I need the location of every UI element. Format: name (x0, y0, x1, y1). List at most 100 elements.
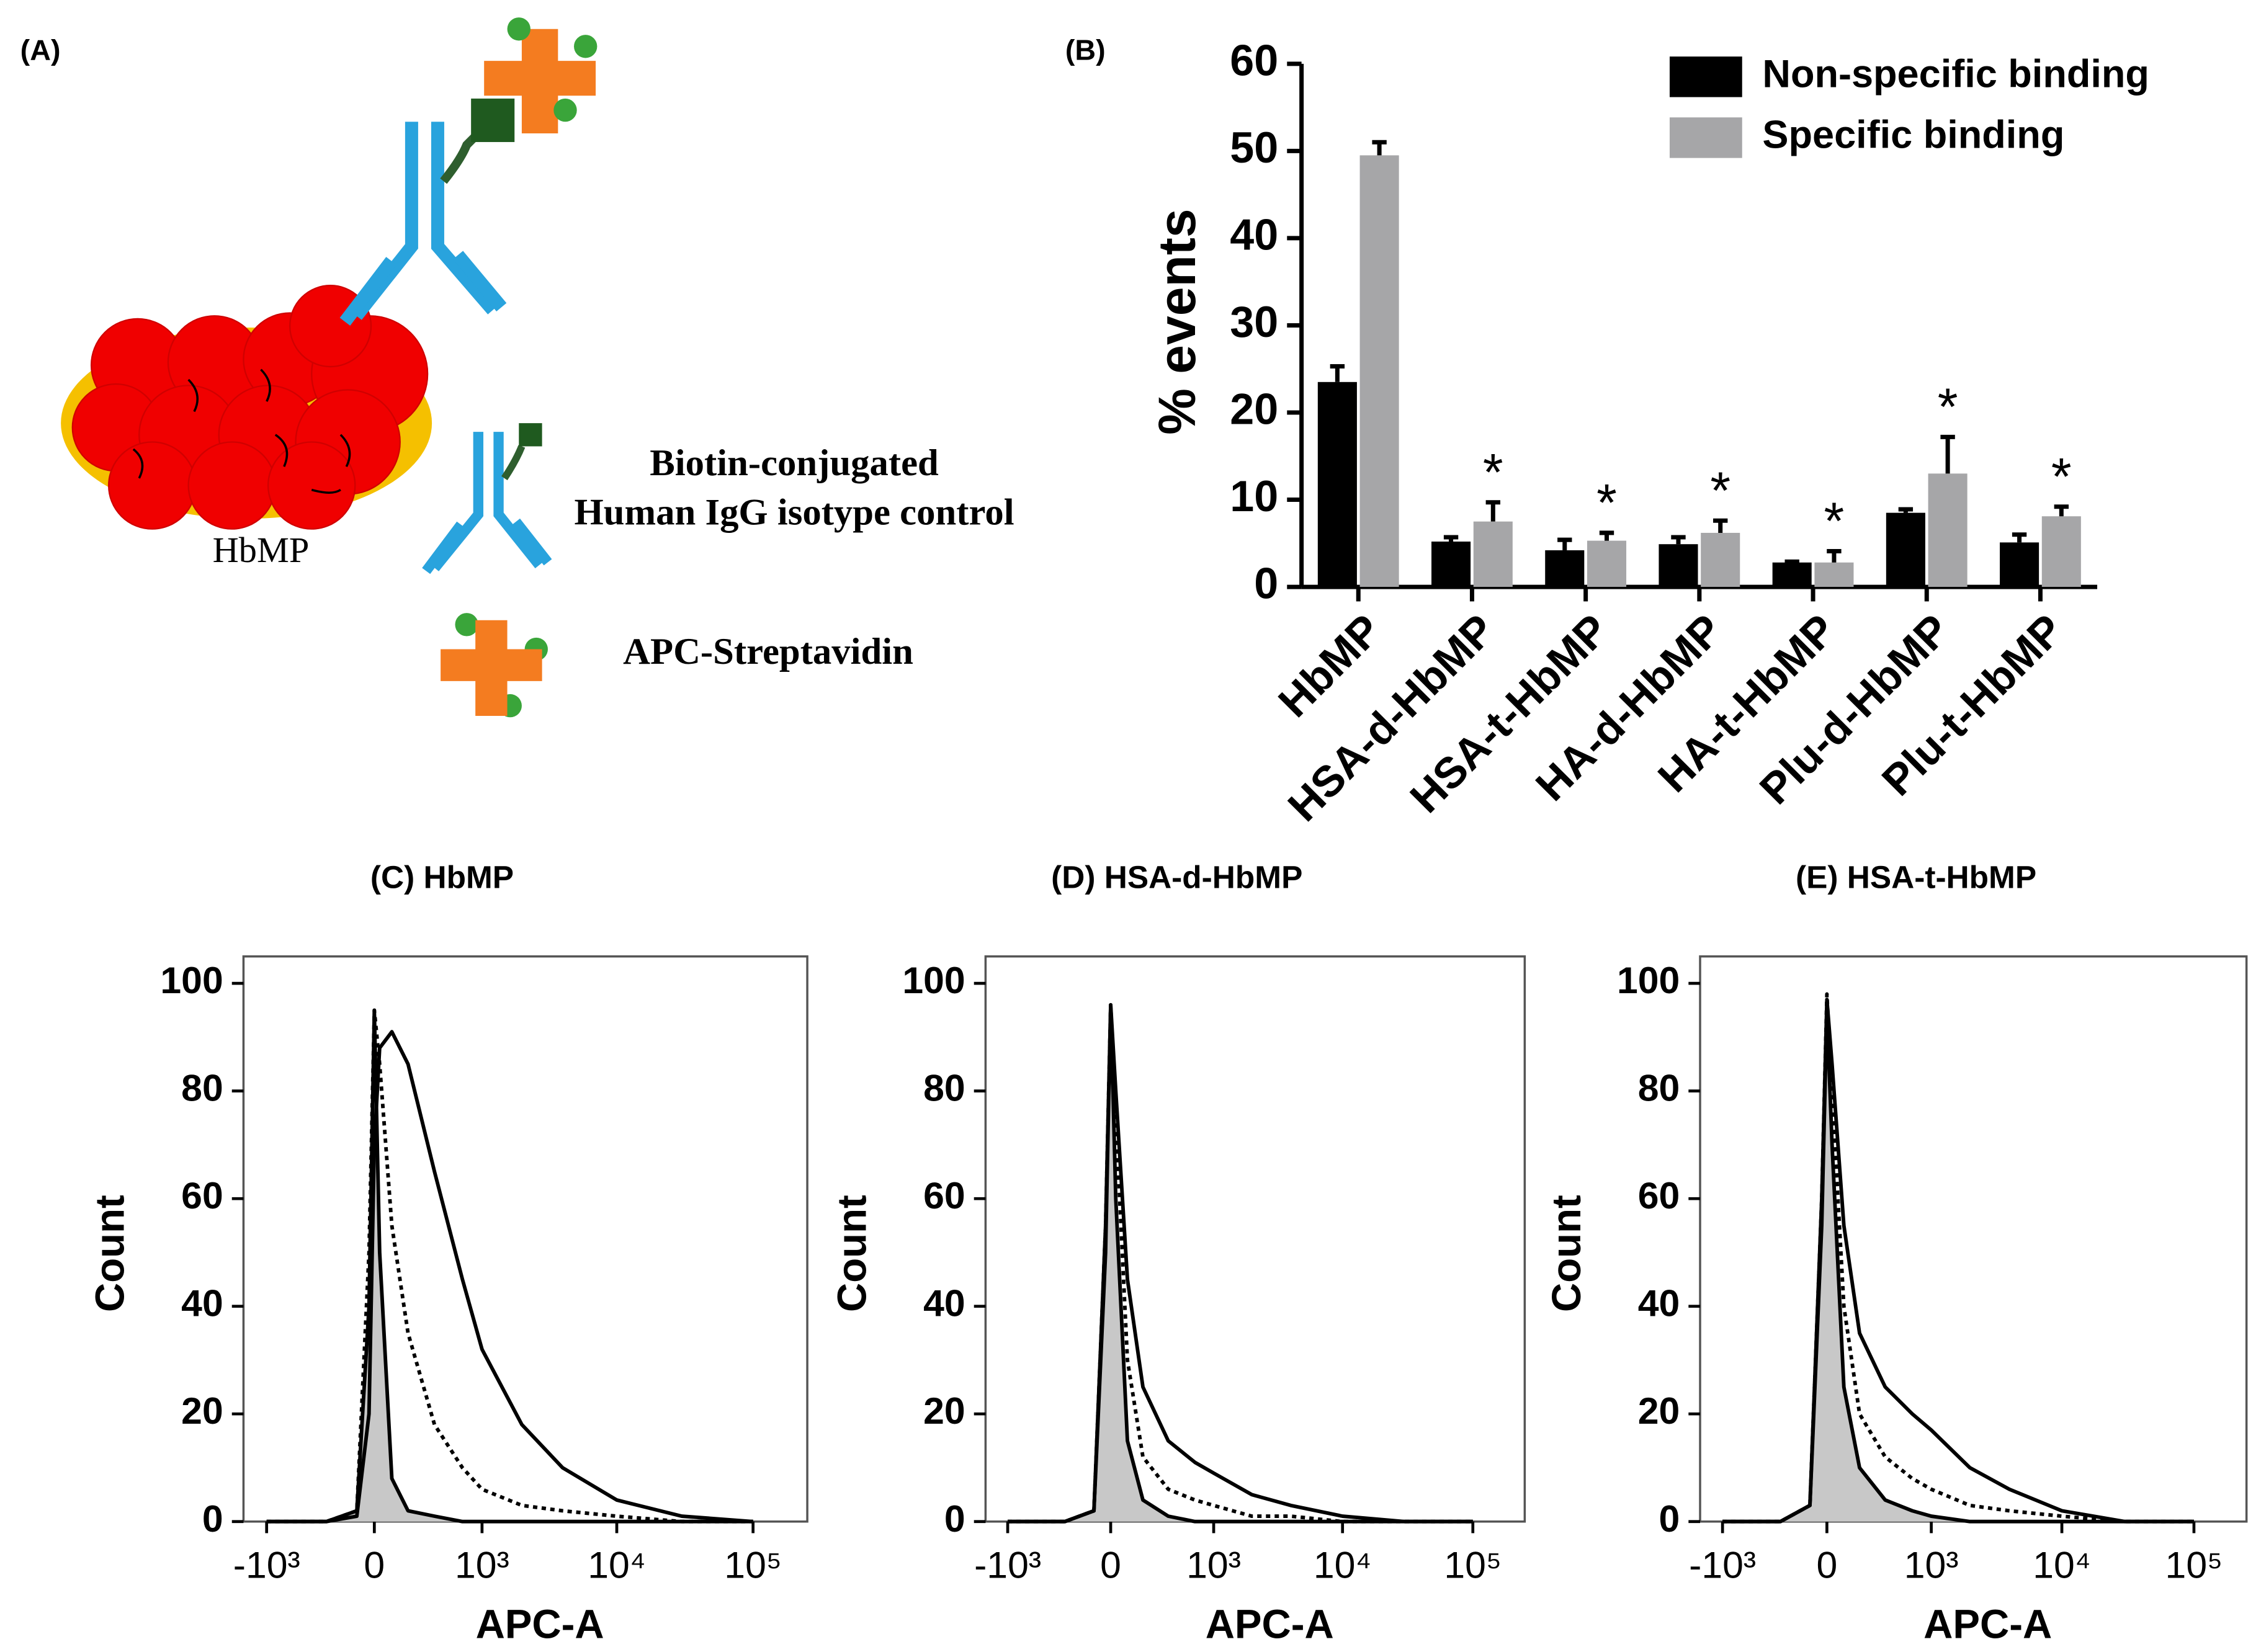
x-tick-label: 10³ (1904, 1544, 1959, 1586)
bar (1587, 540, 1627, 587)
bar (1545, 550, 1585, 587)
antibody (339, 122, 507, 326)
bar (2041, 516, 2081, 587)
particle-cells (71, 285, 429, 530)
panel-title: (E) HSA-t-HbMP (1796, 859, 2036, 895)
y-tick-label: 80 (923, 1067, 965, 1109)
x-tick-label: -10³ (233, 1544, 300, 1586)
diagram: (A) HbMP Biotin-conjuga (20, 17, 1014, 718)
particle-label: HbMP (213, 530, 310, 570)
x-axis-label: APC-A (1923, 1602, 2052, 1647)
bar (1814, 562, 1854, 587)
y-tick-label: 10 (1230, 472, 1278, 520)
y-tick-label: 40 (923, 1282, 965, 1324)
y-axis-label: % events (1148, 208, 1206, 435)
y-axis-label: Count (829, 1195, 874, 1312)
x-tick-label: 10⁵ (724, 1544, 782, 1586)
significance: * (2051, 447, 2072, 506)
bar (1772, 562, 1812, 587)
x-tick-label: -10³ (974, 1544, 1041, 1586)
x-tick-label: 0 (1816, 1544, 1837, 1586)
y-tick-label: 20 (923, 1390, 965, 1432)
significance: * (1596, 473, 1617, 532)
x-axis-label: APC-A (476, 1602, 604, 1647)
error-bar (1372, 140, 1387, 156)
y-tick-label: 30 (1230, 298, 1278, 346)
error-bar (1599, 530, 1614, 541)
isotype-biotin (519, 423, 542, 447)
x-tick-label: 10³ (455, 1544, 509, 1586)
y-tick-label: 40 (1230, 210, 1278, 259)
y-tick-label: 100 (1617, 959, 1680, 1001)
histogram-line (266, 1008, 753, 1524)
bar (1928, 473, 1968, 587)
bar (1701, 532, 1740, 587)
streptavidin-key (441, 620, 542, 716)
cell-marks (132, 368, 351, 494)
y-tick-label: 0 (1659, 1498, 1680, 1540)
legend-swatch (1669, 117, 1742, 158)
error-bar (1557, 537, 1572, 551)
x-tick-label: 10³ (1186, 1544, 1241, 1586)
error-bar (1671, 535, 1686, 545)
x-tick-label: 10⁵ (2165, 1544, 2223, 1586)
x-tick-label: -10³ (1689, 1544, 1756, 1586)
legend-label: Non-specific binding (1762, 52, 2149, 96)
y-tick-label: 40 (1638, 1282, 1680, 1324)
bar (1431, 541, 1471, 587)
error-bar (1784, 559, 1799, 564)
y-tick-label: 50 (1230, 123, 1278, 172)
bar (1317, 382, 1357, 587)
error-bar (1330, 364, 1345, 382)
y-tick-label: 60 (1230, 36, 1278, 84)
y-tick-label: 60 (181, 1174, 223, 1217)
y-tick-label: 80 (1638, 1067, 1680, 1109)
y-tick-label: 20 (181, 1390, 223, 1432)
y-tick-label: 0 (202, 1498, 223, 1540)
histogram-line (1008, 1002, 1473, 1524)
control-label: Human IgG isotype control (575, 492, 1014, 534)
biotin-linker (440, 130, 481, 184)
y-tick-label: 100 (160, 959, 223, 1001)
isotype-antibody (422, 432, 552, 574)
legend-label: Specific binding (1762, 114, 2064, 157)
y-tick-label: 100 (902, 959, 965, 1001)
y-tick-label: 40 (181, 1282, 223, 1324)
error-bar (1940, 434, 1955, 474)
bar (1473, 521, 1513, 587)
significance: * (1938, 378, 1958, 436)
y-tick-label: 60 (923, 1174, 965, 1217)
error-bar (2054, 504, 2069, 517)
y-axis-label: Count (87, 1195, 132, 1312)
x-tick-label: 10⁴ (1314, 1544, 1372, 1586)
legend-swatch (1669, 56, 1742, 97)
y-tick-label: 0 (944, 1498, 965, 1540)
error-bar (1898, 507, 1914, 513)
y-tick-label: 20 (1638, 1390, 1680, 1432)
y-tick-label: 0 (1254, 560, 1278, 608)
control-label: Biotin-conjugated (650, 442, 939, 484)
x-axis-label: APC-A (1206, 1602, 1334, 1647)
y-axis-label: Count (1544, 1195, 1589, 1312)
bar (1886, 512, 1925, 587)
error-bar (2012, 532, 2027, 543)
x-tick-label: 10⁵ (1444, 1544, 1502, 1586)
histogram-line (266, 1030, 753, 1524)
error-bar (1485, 500, 1500, 522)
significance: * (1824, 492, 1845, 550)
isotype-linker (501, 445, 526, 481)
bar (1359, 155, 1399, 587)
bar (2000, 542, 2039, 587)
x-tick-label: 10⁴ (2033, 1544, 2091, 1586)
x-tick-label: 10⁴ (588, 1544, 646, 1586)
histogram-line (1722, 998, 2194, 1524)
biotin (471, 98, 515, 142)
panel-title: (C) HbMP (370, 859, 514, 895)
y-tick-label: 20 (1230, 385, 1278, 434)
panel-title: (D) HSA-d-HbMP (1051, 859, 1302, 895)
streptavidin (484, 29, 596, 133)
y-tick-label: 80 (181, 1067, 223, 1109)
bar (1659, 544, 1698, 587)
error-bar (1827, 548, 1842, 563)
